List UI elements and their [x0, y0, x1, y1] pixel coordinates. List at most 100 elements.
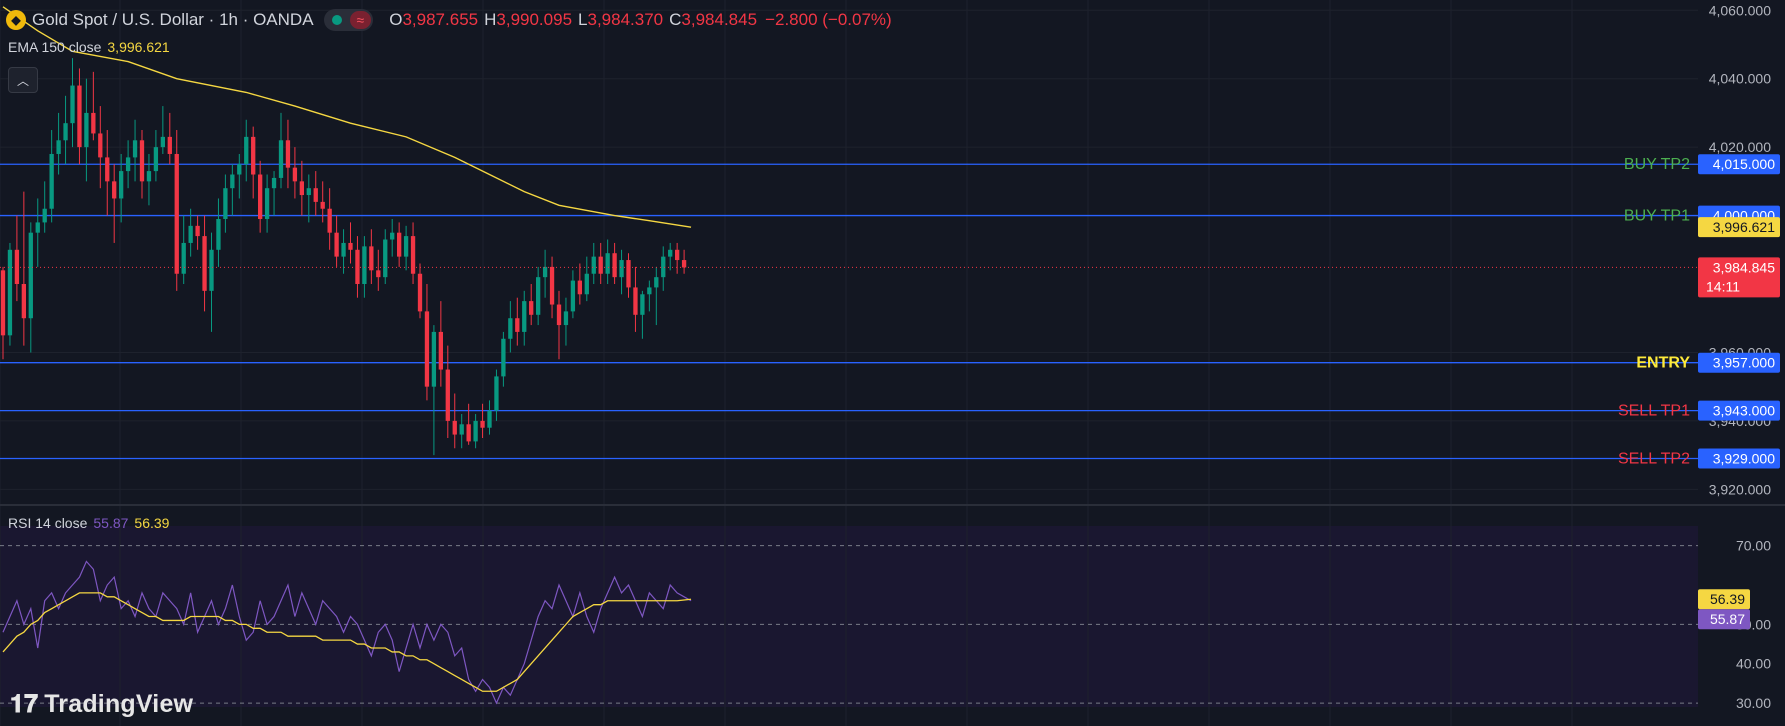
candle-body — [195, 225, 200, 237]
candle-body — [403, 236, 409, 257]
price-badge — [1698, 400, 1780, 421]
candle-body — [674, 249, 680, 261]
low-label: L — [578, 10, 588, 29]
level-labels: BUY TP2 BUY TP1 ENTRY SELL TP1 SELL TP2 — [1618, 156, 1690, 467]
candle-body — [28, 232, 33, 319]
rsi-tick-label: 70.00 — [1736, 538, 1771, 554]
candle-body — [515, 318, 520, 332]
candle-body — [362, 246, 367, 285]
candle-body — [278, 140, 284, 178]
candle-body — [35, 222, 40, 233]
candle-body — [633, 287, 638, 315]
candle-body — [549, 266, 555, 305]
market-status-pill[interactable]: ≈ — [323, 9, 374, 31]
ema-legend-label: EMA 150 close — [8, 39, 102, 55]
candle-body — [459, 424, 464, 435]
candle-body — [299, 181, 305, 196]
candle-body — [591, 256, 596, 274]
candle-body — [7, 249, 13, 336]
candle-body — [132, 140, 138, 158]
close-label: C — [669, 10, 682, 29]
candle-body — [56, 140, 61, 154]
market-open-icon — [331, 15, 342, 25]
change-value: −2.800 (−0.07%) — [765, 10, 892, 29]
tradingview-logo[interactable]: 𝟏𝟕 TradingView — [10, 690, 193, 719]
price-tick-label: 3,920.000 — [1709, 481, 1771, 497]
ema-legend[interactable]: EMA 150 close 3,996.621 — [8, 39, 170, 55]
rsi-legend-ma-value: 56.39 — [134, 515, 170, 531]
candle-body — [341, 242, 346, 257]
candle-body — [410, 236, 416, 274]
candle-body — [98, 133, 103, 158]
ema-line — [2, 6, 692, 228]
candle-body — [105, 157, 110, 182]
open-value: 3,987.655 — [402, 10, 479, 29]
collapse-legend-button[interactable]: ︿ — [8, 67, 38, 93]
candle-body — [167, 136, 172, 154]
price-badge-label: 3,996.621 — [1713, 219, 1775, 235]
candle-body — [70, 85, 75, 124]
candle-body — [640, 294, 645, 315]
tradingview-logo-text: TradingView — [44, 690, 194, 718]
price-badge-label: 3,943.000 — [1713, 403, 1775, 419]
rsi-legend[interactable]: RSI 14 close 55.87 56.39 — [8, 515, 169, 531]
low-value: 3,984.370 — [587, 10, 664, 29]
level-label: ENTRY — [1636, 355, 1690, 372]
level-label: BUY TP2 — [1624, 156, 1690, 173]
candle-body — [431, 331, 437, 387]
candle-body — [542, 266, 548, 278]
candle-body — [327, 208, 332, 233]
candle-body — [535, 277, 541, 315]
candle-body — [77, 85, 82, 148]
candle-body — [473, 420, 478, 442]
rsi-tick-label: 40.00 — [1736, 656, 1771, 672]
rsi-badge — [1698, 589, 1750, 610]
candle-body — [153, 147, 159, 172]
candle-body — [21, 284, 27, 319]
price-axis[interactable]: 4,060.0004,040.0004,020.0003,960.0003,94… — [1698, 2, 1780, 497]
candle-body — [396, 232, 402, 257]
symbol-header: ◆ Gold Spot / U.S. Dollar · 1h · OANDA ≈… — [6, 6, 892, 34]
candle-body — [668, 249, 673, 257]
high-value: 3,990.095 — [496, 10, 573, 29]
price-tick-label: 4,020.000 — [1709, 139, 1771, 155]
candle-body — [0, 270, 6, 336]
rsi-badge-label: 56.39 — [1710, 591, 1745, 607]
price-badge-label: 3,957.000 — [1713, 355, 1775, 371]
candle-body — [118, 171, 124, 199]
candle-body — [264, 188, 270, 219]
candle-body — [424, 311, 430, 387]
candle-body — [681, 260, 687, 268]
candle-body — [244, 136, 249, 165]
candle-body — [556, 304, 562, 326]
candle-body — [174, 153, 179, 274]
price-badge-label: 4,015.000 — [1713, 156, 1775, 172]
candle-body — [334, 232, 339, 257]
candle-body — [390, 232, 395, 240]
candle-body — [237, 164, 242, 175]
candle-body — [355, 249, 360, 285]
candle-body — [285, 140, 291, 168]
price-badge — [1698, 154, 1780, 175]
candle-body — [160, 136, 166, 148]
price-badge — [1698, 257, 1780, 298]
candle-body — [563, 311, 569, 326]
price-tick-label: 4,040.000 — [1709, 71, 1771, 87]
price-badge — [1698, 352, 1780, 373]
candle-body — [445, 369, 450, 421]
candle-body — [320, 201, 325, 209]
open-label: O — [389, 10, 403, 29]
symbol-title[interactable]: Gold Spot / U.S. Dollar · 1h · OANDA — [32, 10, 314, 29]
ema-legend-value: 3,996.621 — [107, 39, 170, 55]
candle-body — [647, 287, 652, 295]
candle-body — [230, 174, 235, 189]
candle-body — [223, 188, 228, 219]
candle-body — [188, 225, 193, 243]
candle-body — [619, 260, 624, 278]
candle-body — [452, 420, 457, 435]
candle-body — [376, 270, 381, 278]
price-badge-countdown: 14:11 — [1706, 278, 1740, 294]
candle-body — [348, 242, 353, 250]
